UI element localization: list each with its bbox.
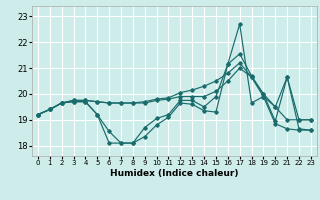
X-axis label: Humidex (Indice chaleur): Humidex (Indice chaleur)	[110, 169, 239, 178]
